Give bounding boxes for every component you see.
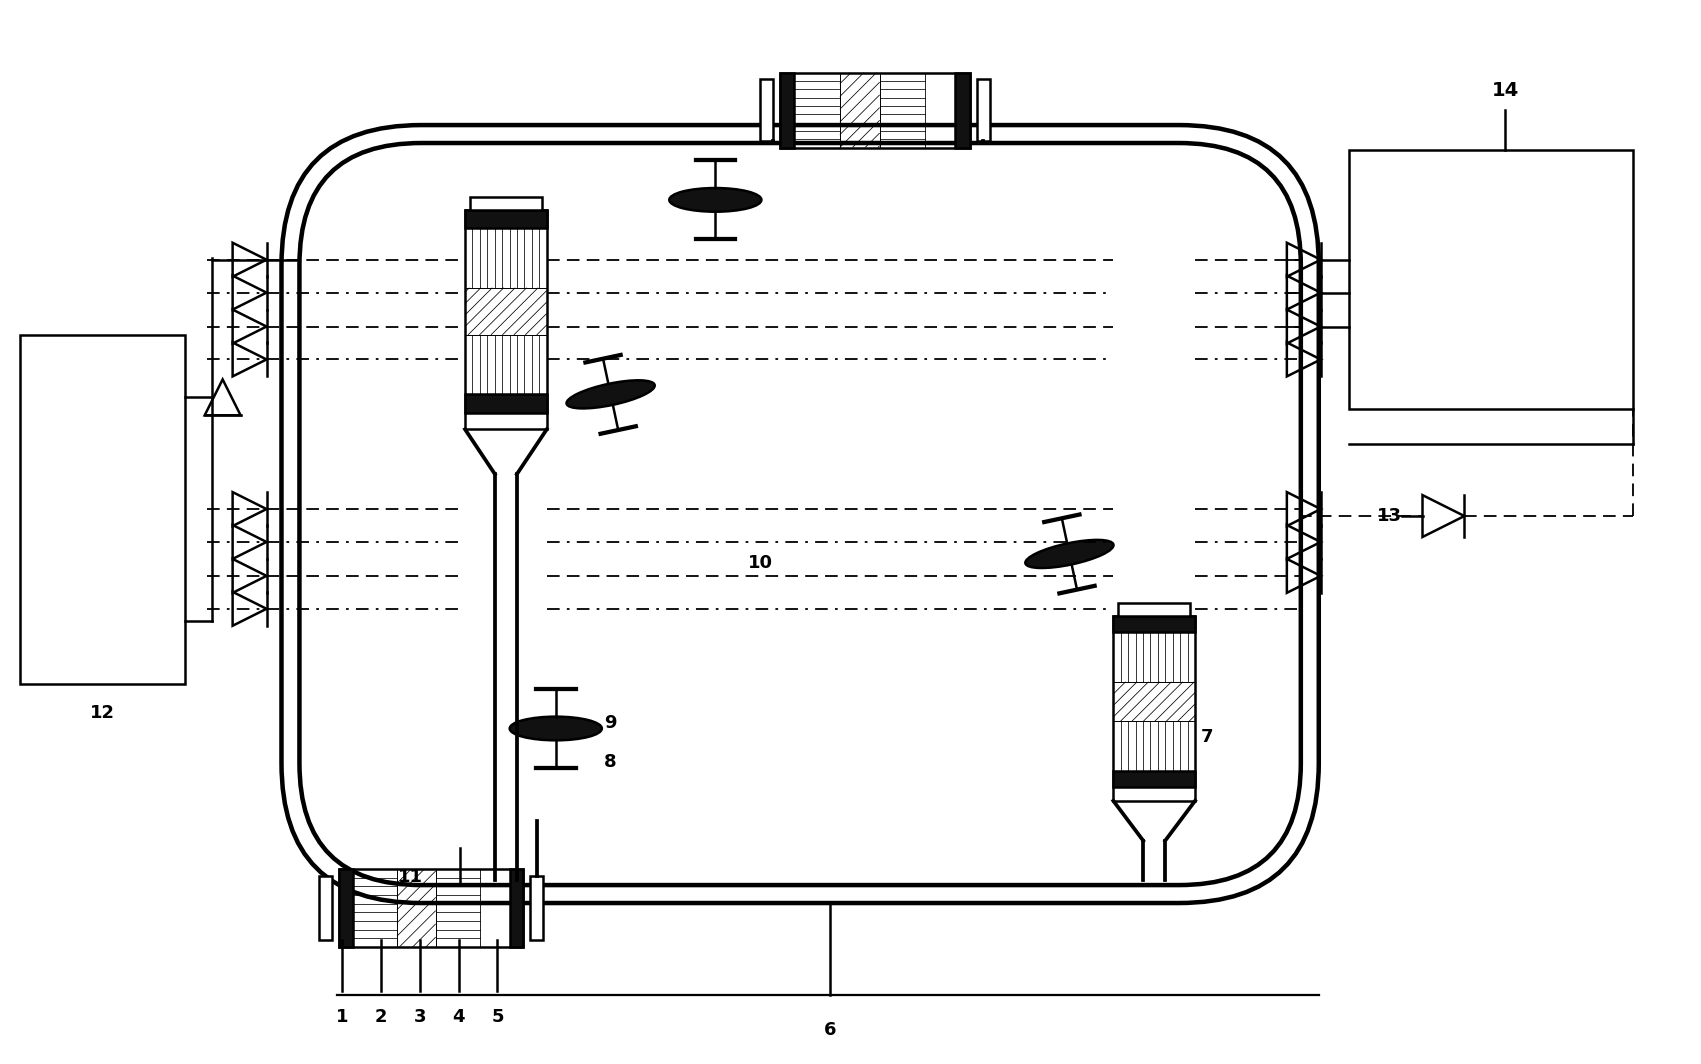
Bar [794,72,840,148]
Bar [510,869,524,947]
Bar [1118,603,1191,616]
Text: 6: 6 [823,1020,837,1038]
Bar [1349,150,1633,410]
Text: 3: 3 [413,1008,425,1026]
Ellipse shape [668,188,762,212]
Ellipse shape [510,717,602,741]
Text: 11: 11 [398,868,422,886]
Bar [781,72,794,148]
Bar [781,72,970,148]
Ellipse shape [566,380,655,409]
Bar [1114,682,1196,721]
Bar [464,287,546,335]
Bar [464,335,546,394]
Bar [435,869,480,947]
Text: 13: 13 [1376,508,1402,525]
Bar [840,72,879,148]
Text: 4: 4 [452,1008,464,1026]
Bar [1114,616,1196,632]
Bar [464,229,546,287]
Bar [1114,771,1196,787]
Bar [879,72,925,148]
Bar [1114,616,1196,801]
Bar [338,869,352,947]
Bar [531,876,543,940]
Text: 7: 7 [1201,729,1213,747]
Bar [318,876,332,940]
Text: 2: 2 [374,1008,388,1026]
Bar [760,80,774,140]
Bar [352,869,396,947]
Bar [1114,632,1196,682]
Bar [1114,721,1196,771]
Bar [956,72,970,148]
Text: 1: 1 [335,1008,349,1026]
Ellipse shape [1026,539,1114,568]
Bar [338,869,524,947]
Text: 9: 9 [604,714,617,732]
Bar [469,197,543,210]
Text: 12: 12 [90,703,116,721]
Text: 14: 14 [1492,81,1519,100]
Bar [464,210,546,429]
Bar [396,869,435,947]
Bar [464,394,546,413]
Text: 5: 5 [492,1008,503,1026]
Text: 8: 8 [604,753,617,771]
Bar [976,80,990,140]
Text: 10: 10 [748,554,772,572]
Bar [464,210,546,229]
Bar [20,334,185,683]
